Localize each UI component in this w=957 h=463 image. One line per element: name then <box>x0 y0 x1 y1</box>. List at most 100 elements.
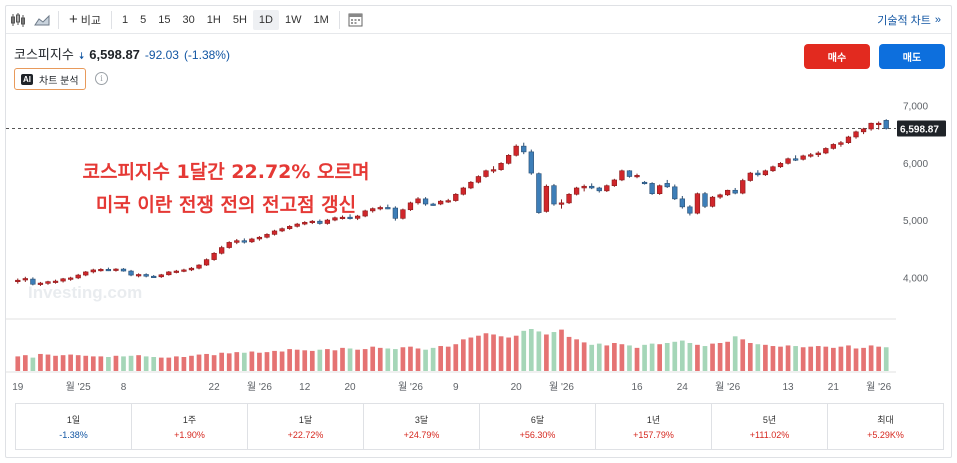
candle-body <box>740 180 746 194</box>
performance-cell[interactable]: 3달 +24.79% <box>364 404 480 449</box>
x-tick-label: 16 <box>631 382 643 393</box>
candle-body <box>83 271 89 276</box>
volume-bar <box>430 347 436 371</box>
candle-body <box>815 152 821 156</box>
candle-body <box>264 234 270 238</box>
info-icon[interactable]: i <box>95 72 108 85</box>
performance-cell[interactable]: 5년 +111.02% <box>712 404 828 449</box>
candle <box>490 166 497 174</box>
candle-body <box>521 145 527 153</box>
performance-value: +5.29K% <box>867 430 904 440</box>
volume-bar <box>415 348 421 371</box>
volume-bar <box>755 344 761 371</box>
candle <box>332 216 338 222</box>
calendar-icon[interactable] <box>344 6 368 34</box>
performance-period: 1년 <box>646 415 661 425</box>
y-tick-label: 4,000 <box>903 273 928 284</box>
interval-1m[interactable]: 1M <box>313 13 329 26</box>
performance-period: 1달 <box>298 415 313 425</box>
interval-1h[interactable]: 1H <box>206 13 221 26</box>
candle-body <box>422 198 429 205</box>
candle <box>521 142 527 155</box>
double-chevron-right-icon: » <box>934 14 941 26</box>
volume-bar <box>634 347 640 371</box>
interval-1w[interactable]: 1W <box>284 13 302 26</box>
candle-body <box>354 215 361 219</box>
volume-bar <box>815 346 821 371</box>
performance-cell[interactable]: 최대 +5.29K% <box>828 404 943 449</box>
volume-bar <box>551 332 557 371</box>
volume-bar <box>136 355 141 371</box>
candle-body <box>37 282 44 285</box>
volume-bar <box>725 341 730 371</box>
volume-bar <box>596 343 602 371</box>
candle-body <box>702 193 708 207</box>
candle-body <box>249 238 255 243</box>
performance-cell[interactable]: 1달 +22.72% <box>248 404 364 449</box>
performance-cell[interactable]: 1년 +157.79% <box>596 404 712 449</box>
x-tick-label: 12 <box>299 382 311 393</box>
candle-body <box>551 185 557 205</box>
area-chart-icon[interactable] <box>30 6 54 34</box>
x-tick-label: 21 <box>828 382 840 393</box>
candle <box>860 127 867 135</box>
performance-value: +111.02% <box>749 430 790 440</box>
volume-bar <box>544 334 549 371</box>
volume-bar <box>257 352 262 371</box>
ai-chart-analysis-button[interactable]: AI 차트 분석 <box>14 68 86 90</box>
candle-body <box>717 194 723 198</box>
volume-bar <box>581 342 587 371</box>
interval-15[interactable]: 15 <box>158 13 171 26</box>
candle-body <box>90 269 96 273</box>
interval-1[interactable]: 1 <box>122 13 129 26</box>
performance-cell[interactable]: 1일 -1.38% <box>16 404 132 449</box>
candle-body <box>75 274 81 279</box>
interval-1d[interactable]: 1D <box>252 9 279 30</box>
candle-body <box>302 222 308 225</box>
tech-chart-link[interactable]: 기술적 차트 » <box>877 6 941 34</box>
candle <box>876 121 882 130</box>
x-tick-label: 20 <box>511 382 523 393</box>
volume-bar <box>747 343 753 371</box>
candle-body <box>528 151 534 174</box>
candle-body <box>22 278 28 281</box>
interval-5[interactable]: 5 <box>140 13 147 26</box>
candle <box>475 175 482 184</box>
ai-badge: AI <box>21 73 33 85</box>
candle-body <box>438 200 444 205</box>
volume-bar <box>763 344 768 371</box>
performance-value: +24.79% <box>403 430 440 440</box>
candle <box>15 278 21 284</box>
candle-body <box>762 170 769 176</box>
performance-cell[interactable]: 6달 +56.30% <box>480 404 596 449</box>
candle <box>158 273 164 278</box>
volume-bar <box>808 346 814 371</box>
candle <box>604 184 610 192</box>
candle-body <box>709 196 716 207</box>
candle-body <box>377 207 383 210</box>
sell-button[interactable]: 매도 <box>879 44 945 69</box>
tech-chart-label: 기술적 차트 <box>877 15 931 27</box>
candle <box>687 205 693 216</box>
volume-bar <box>831 347 836 371</box>
buy-button[interactable]: 매수 <box>804 44 870 69</box>
volume-bar <box>355 349 360 371</box>
candlestick-icon[interactable] <box>6 6 30 34</box>
ai-chart-analysis-label: 차트 분석 <box>39 75 79 87</box>
volume-bar <box>211 355 217 371</box>
volume-bar <box>627 345 632 371</box>
candle-body <box>30 278 36 285</box>
candle-body <box>392 207 399 219</box>
candle-body <box>626 170 633 177</box>
candle-body <box>370 208 376 212</box>
price-chart[interactable]: Investing.com 7,000 6,000 5,000 4,000 6,598.8… <box>6 6 953 396</box>
interval-30[interactable]: 30 <box>182 13 195 26</box>
performance-cell[interactable]: 1주 +1.90% <box>132 404 248 449</box>
compare-button[interactable]: + 비교 <box>63 6 107 34</box>
volume-bar <box>574 339 579 371</box>
candle-body <box>770 166 776 172</box>
interval-5h[interactable]: 5H <box>232 13 247 26</box>
candle-body <box>543 185 550 212</box>
candle-body <box>445 200 451 203</box>
last-price-tag <box>897 120 946 137</box>
